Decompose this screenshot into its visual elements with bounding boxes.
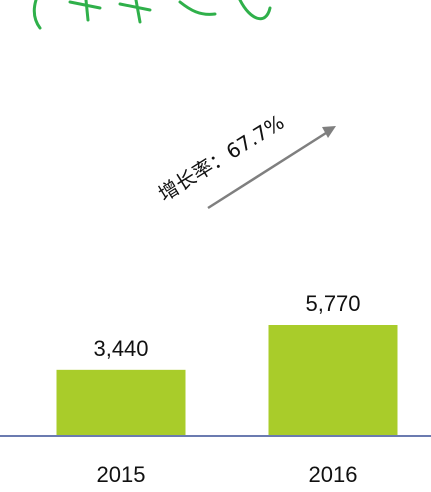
x-tick-2016: 2016 bbox=[309, 462, 358, 487]
growth-arrow-head bbox=[322, 126, 336, 138]
growth-annotation: 增长率：67.7% bbox=[154, 110, 336, 210]
value-label-2016: 5,770 bbox=[305, 291, 360, 316]
value-label-2015: 3,440 bbox=[93, 336, 148, 361]
growth-rate-label: 增长率：67.7% bbox=[154, 110, 288, 206]
bars-layer: 3,440 2015 5,770 2016 bbox=[56, 291, 398, 487]
bar-2015 bbox=[56, 369, 186, 436]
bar-2016 bbox=[268, 325, 398, 436]
cropped-title-strokes bbox=[32, 0, 272, 30]
x-tick-2015: 2015 bbox=[97, 462, 146, 487]
growth-arrow bbox=[207, 131, 327, 210]
